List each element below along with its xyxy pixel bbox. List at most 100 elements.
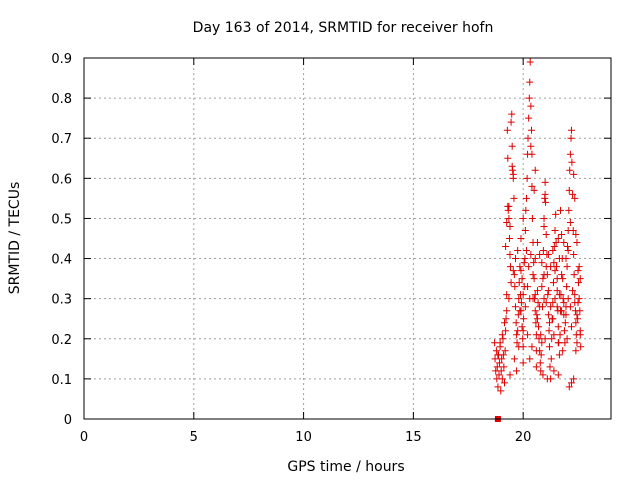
data-point: [576, 275, 584, 283]
data-point: [544, 291, 552, 299]
data-point: [572, 319, 580, 327]
data-point: [552, 210, 560, 218]
data-point: [517, 235, 525, 242]
data-point: [534, 299, 542, 307]
data-point: [501, 379, 509, 387]
data-point: [517, 267, 525, 275]
data-point: [548, 335, 556, 343]
data-point: [562, 255, 570, 263]
data-point: [568, 158, 576, 166]
data-point: [515, 343, 523, 351]
data-point: [505, 214, 513, 222]
data-point: [532, 347, 540, 355]
data-point: [533, 239, 541, 247]
data-point: [512, 319, 520, 327]
data-point: [506, 235, 514, 242]
data-point: [513, 331, 521, 339]
data-point: [519, 335, 527, 343]
y-tick-label: 0.3: [51, 293, 72, 308]
data-point: [537, 367, 545, 375]
data-point: [502, 327, 510, 335]
data-point: [538, 339, 546, 347]
data-point: [503, 307, 511, 315]
data-point: [542, 263, 550, 271]
data-point: [501, 319, 509, 327]
data-point: [539, 247, 547, 255]
y-tick-label: 0.8: [51, 92, 72, 107]
data-point: [540, 271, 548, 279]
data-point: [498, 355, 506, 363]
data-point: [563, 283, 571, 291]
data-point: [540, 295, 548, 303]
data-point: [495, 359, 503, 367]
data-point: [563, 263, 571, 271]
data-point: [519, 214, 527, 222]
y-tick-label: 0: [64, 413, 72, 428]
data-point: [515, 295, 523, 303]
data-point: [564, 243, 572, 251]
data-point: [530, 275, 538, 283]
data-point: [541, 178, 549, 186]
data-point: [528, 182, 536, 190]
data-point: [576, 307, 584, 315]
data-point: [569, 226, 577, 234]
data-point: [553, 275, 561, 283]
data-point: [531, 166, 539, 174]
data-point: [566, 303, 574, 311]
data-point: [554, 371, 562, 379]
data-point: [497, 387, 505, 395]
data-point: [549, 315, 557, 323]
data-point: [519, 291, 527, 299]
data-point: [564, 295, 572, 303]
data-point: [569, 287, 577, 295]
data-point: [556, 331, 564, 339]
data-point: [518, 275, 526, 283]
data-point: [566, 150, 574, 158]
data-point: [514, 311, 522, 319]
data-point: [530, 186, 538, 194]
data-point: [550, 259, 558, 267]
data-point: [520, 259, 528, 267]
data-point: [541, 190, 549, 198]
data-point: [528, 126, 536, 134]
data-point: [566, 166, 574, 174]
data-point: [499, 335, 507, 343]
data-point: [494, 383, 502, 391]
data-point: [561, 339, 569, 347]
data-point: [527, 102, 535, 110]
data-point: [529, 271, 537, 279]
data-point: [576, 331, 584, 339]
x-axis-label: GPS time / hours: [287, 459, 404, 475]
data-point: [547, 303, 555, 311]
data-point: [522, 194, 530, 202]
data-point: [544, 311, 552, 319]
data-point: [547, 355, 555, 363]
data-point: [550, 367, 558, 375]
data-point: [525, 263, 533, 271]
data-point: [546, 343, 554, 351]
data-point: [575, 279, 583, 287]
data-point: [505, 295, 513, 303]
data-point: [531, 307, 539, 315]
data-point: [575, 263, 583, 271]
data-point: [524, 331, 532, 339]
data-point: [523, 174, 531, 182]
data-point: [541, 335, 549, 343]
data-point: [522, 206, 530, 214]
data-point: [556, 206, 564, 214]
data-point: [527, 251, 535, 259]
data-point: [570, 375, 578, 383]
data-point: [498, 375, 506, 383]
data-point: [558, 271, 566, 279]
data-point: [502, 243, 510, 251]
data-point: [491, 355, 499, 363]
data-point: [558, 230, 566, 238]
data-point: [537, 351, 545, 359]
plot-frame: [83, 57, 612, 420]
data-point: [507, 118, 515, 126]
data-point: [510, 194, 518, 202]
data-point: [533, 311, 541, 319]
data-point: [532, 319, 540, 327]
data-point: [570, 271, 578, 279]
data-point: [517, 307, 525, 315]
